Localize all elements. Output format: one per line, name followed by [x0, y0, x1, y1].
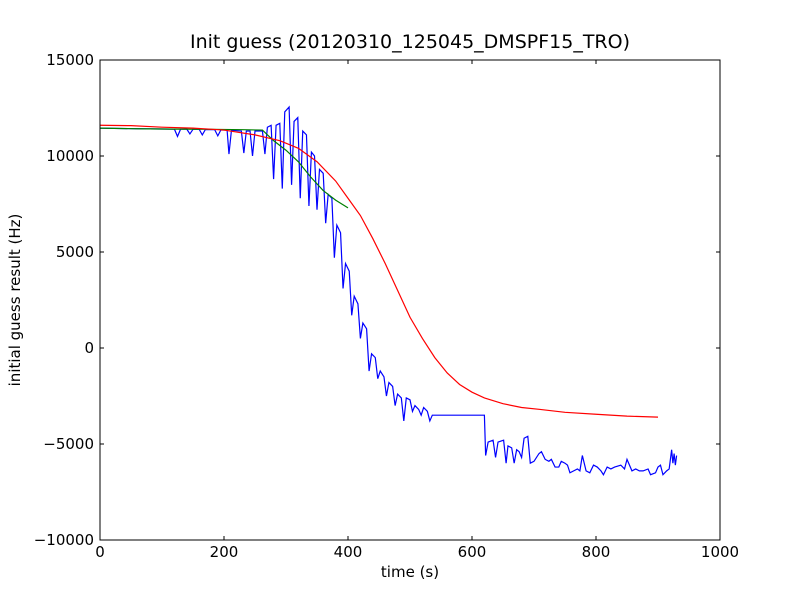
series-line-1: [99, 127, 349, 209]
series-layer: [99, 105, 678, 476]
y-tick-label: −5000: [43, 435, 94, 453]
x-axis-ticks: 0 200 400 600 800 1000: [95, 60, 739, 561]
x-tick-label: 400: [334, 543, 363, 561]
y-tick-label: 15000: [46, 51, 94, 69]
series-line-0: [99, 105, 678, 476]
x-tick-label: 0: [95, 543, 105, 561]
y-axis-ticks: −10000 −5000 0 5000 10000 15000: [34, 51, 720, 549]
x-axis-label: time (s): [381, 563, 439, 581]
series-line-2: [99, 124, 659, 418]
x-tick-label: 600: [458, 543, 487, 561]
chart-title: Init guess (20120310_125045_DMSPF15_TRO): [190, 31, 630, 53]
y-tick-label: 5000: [56, 243, 94, 261]
y-tick-label: −10000: [34, 531, 94, 549]
x-tick-label: 1000: [701, 543, 739, 561]
x-tick-label: 800: [582, 543, 611, 561]
y-axis-label: initial guess result (Hz): [6, 214, 24, 387]
x-tick-label: 200: [210, 543, 239, 561]
y-tick-label: 0: [84, 339, 94, 357]
plot-frame: [99, 59, 721, 541]
y-tick-label: 10000: [46, 147, 94, 165]
